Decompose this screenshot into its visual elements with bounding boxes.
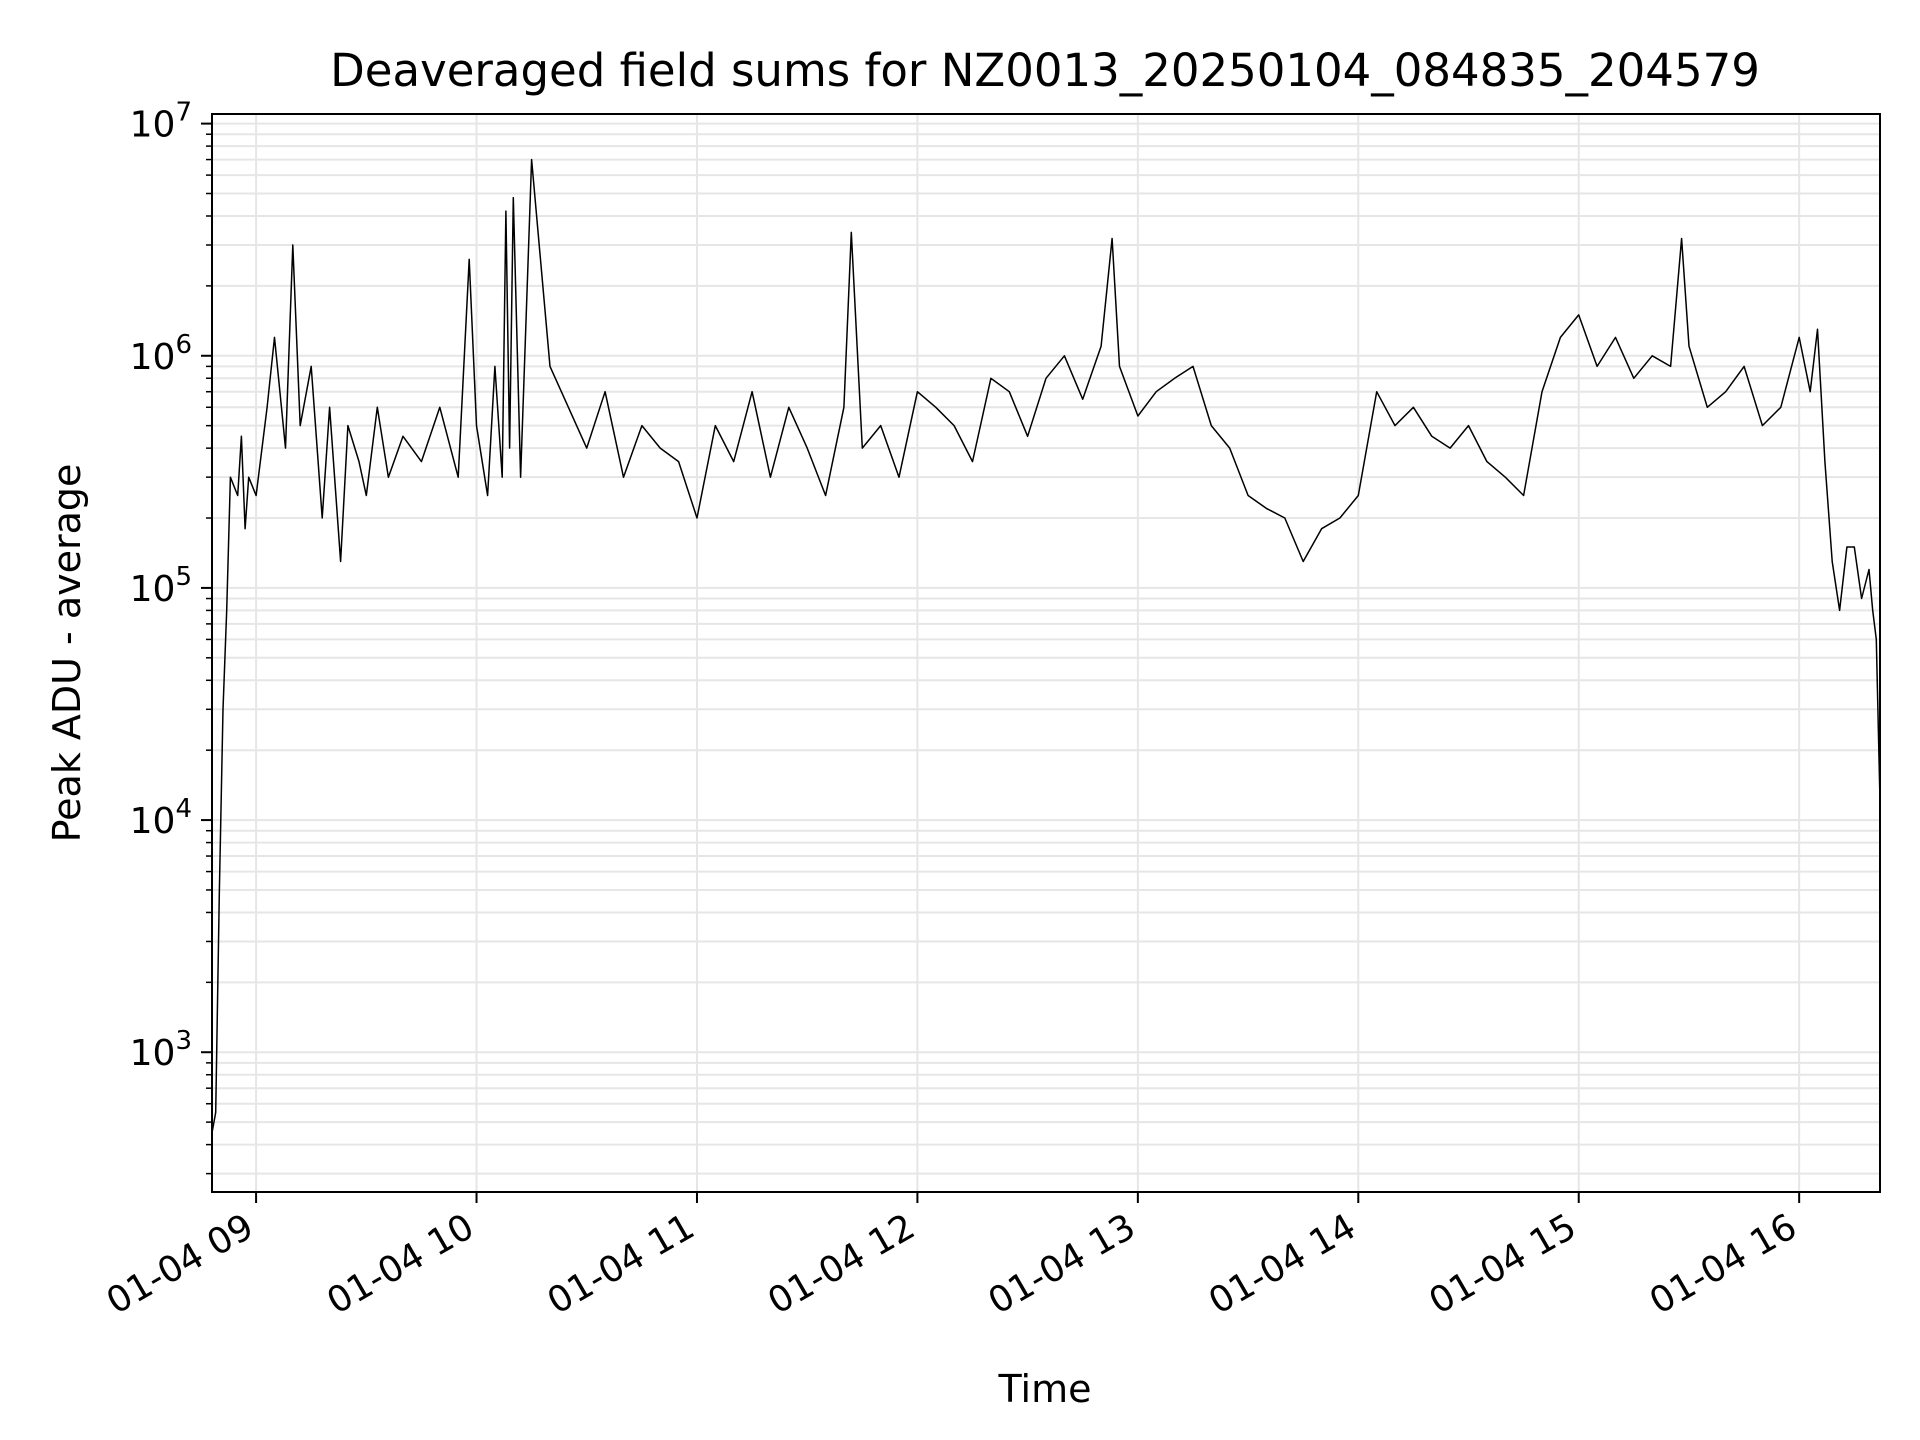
grid-lines xyxy=(212,114,1880,1192)
y-tick-label: 105 xyxy=(130,562,192,610)
y-tick-label: 103 xyxy=(130,1026,192,1074)
y-tick-label: 107 xyxy=(130,98,192,146)
y-axis: 103 104 105 106 107 xyxy=(130,98,212,1175)
y-tick-label: 104 xyxy=(130,794,192,842)
series-line xyxy=(211,158,1881,1133)
plot-frame xyxy=(211,113,1881,1193)
y-axis-label: Peak ADU - average xyxy=(45,464,89,843)
x-axis-label: Time xyxy=(998,1367,1092,1411)
y-tick-label: 106 xyxy=(130,330,192,378)
series-layer xyxy=(211,158,1881,1133)
chart-title: Deaveraged field sums for NZ0013_2025010… xyxy=(330,44,1760,97)
